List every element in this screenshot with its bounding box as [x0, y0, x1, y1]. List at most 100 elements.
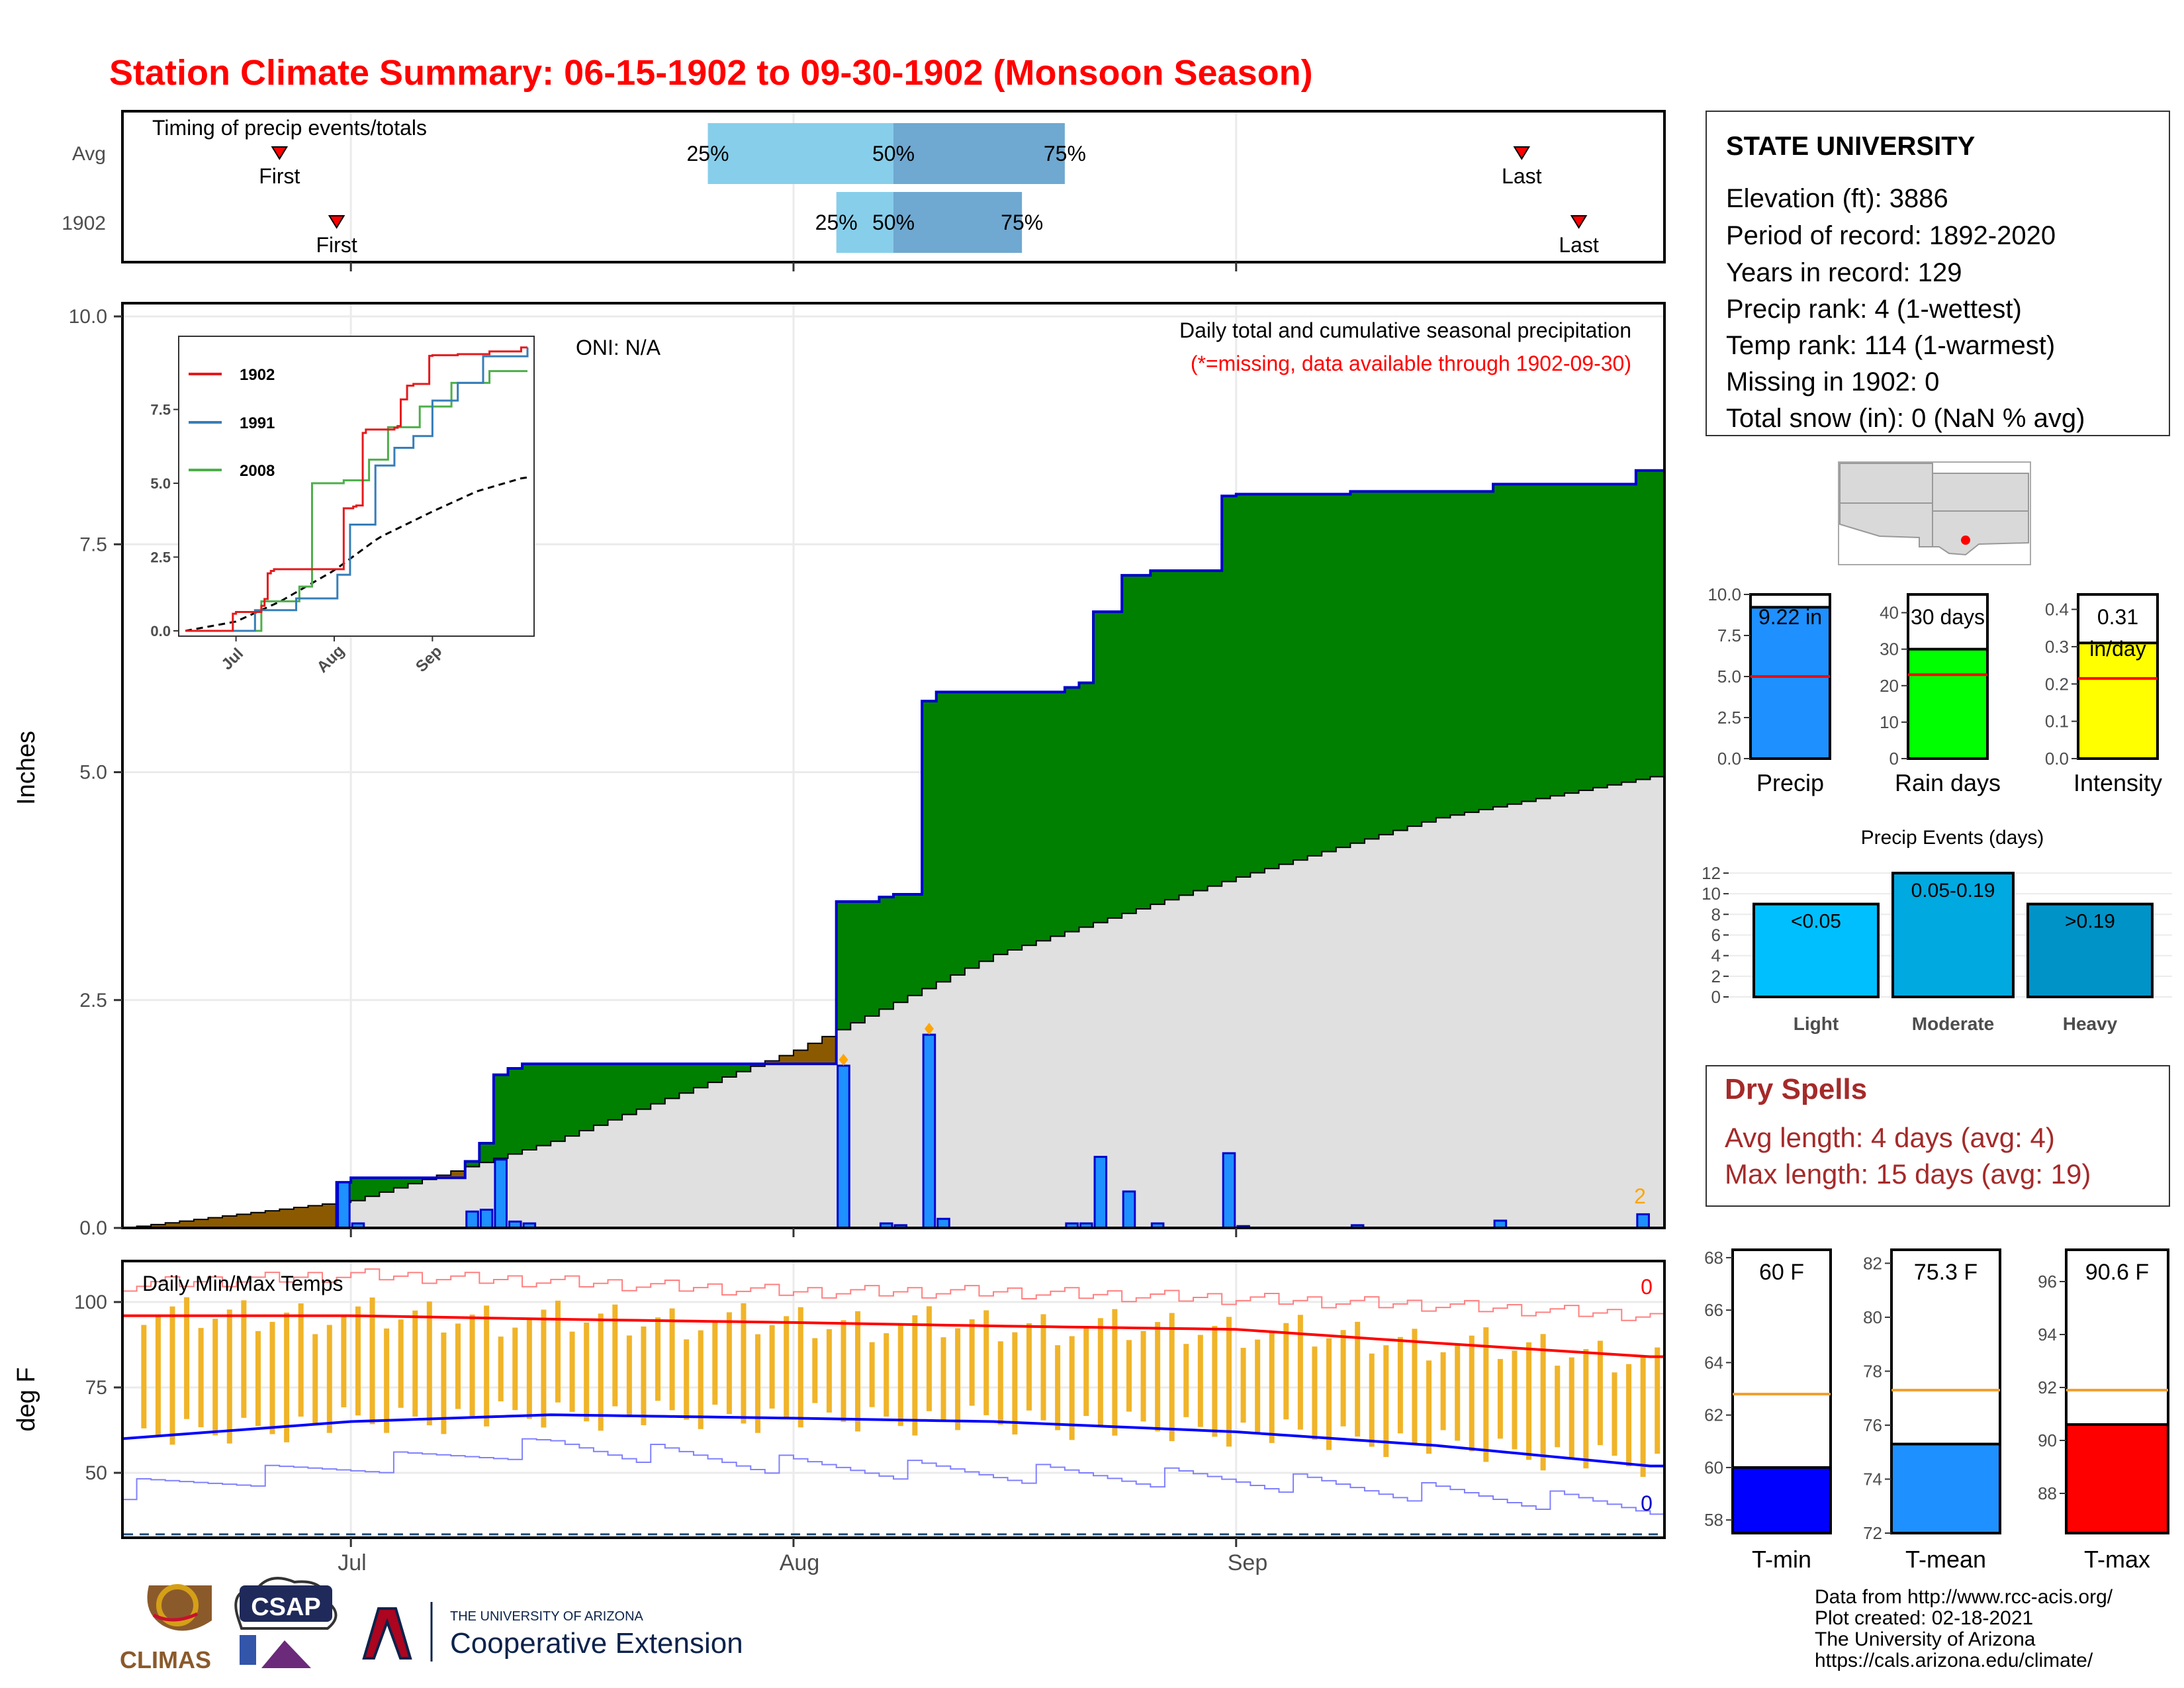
daily-precip-bar — [1636, 1213, 1650, 1229]
timing-pct-label: 50% — [872, 211, 915, 234]
precip-ylabel: Inches — [13, 731, 40, 805]
surplus-segment — [1479, 491, 1494, 810]
daily-temp-bar — [1326, 1338, 1332, 1450]
temp-bars-group: 60 F 58 60 62 64 66 68 T-min 75.3 F 72 74 76 78 80 82 T… — [1704, 1248, 2169, 1573]
surplus-segment — [508, 1068, 523, 1154]
temp-bar-label: T-min — [1752, 1546, 1811, 1573]
deficit-segment — [236, 1214, 251, 1228]
precip-ytick-label: 10.0 — [69, 306, 107, 328]
surplus-segment — [479, 1143, 494, 1163]
deficit-segment — [322, 1203, 338, 1228]
surplus-segment — [1493, 484, 1508, 807]
daily-temp-bar — [1069, 1336, 1075, 1440]
surplus-segment — [493, 1074, 509, 1158]
surplus-segment — [1093, 612, 1109, 923]
season-bar-value: 0.31 — [2097, 605, 2138, 629]
daily-temp-bar — [1397, 1336, 1403, 1434]
daily-temp-bar — [1140, 1331, 1146, 1422]
precip-ytick-label: 2.5 — [79, 990, 107, 1011]
surplus-segment — [1007, 692, 1023, 951]
station-line-missing: Missing in 1902: 0 — [1726, 367, 1939, 397]
surplus-segment — [1522, 484, 1537, 802]
surplus-segment — [993, 692, 1009, 955]
season-bar-ytick-label: 0.0 — [1717, 749, 1741, 769]
daily-temp-bar — [1583, 1348, 1589, 1469]
temp-bar-ytick-label: 76 — [1863, 1415, 1882, 1435]
surplus-segment — [1393, 491, 1408, 831]
surplus-segment — [850, 902, 866, 1023]
daily-temp-bar — [712, 1321, 718, 1405]
surplus-segment — [365, 1178, 380, 1197]
events-category-label: Heavy — [2063, 1013, 2118, 1034]
precip-edge-count: 2 — [1634, 1184, 1646, 1208]
daily-temp-bar — [1297, 1315, 1303, 1430]
season-bar-ytick-label: 10.0 — [1707, 585, 1741, 604]
temp-bar-ytick-label: 82 — [1863, 1253, 1882, 1273]
daily-precip-bar — [936, 1217, 950, 1229]
surplus-segment — [1435, 491, 1451, 818]
daily-temp-bar — [1112, 1309, 1118, 1436]
events-bar-label: >0.19 — [2065, 911, 2115, 933]
daily-temp-bar — [555, 1300, 561, 1403]
surplus-segment — [936, 692, 951, 982]
page-title: Station Climate Summary: 06-15-1902 to 0… — [109, 53, 1313, 93]
surplus-segment — [1621, 484, 1637, 782]
daily-temp-bar — [198, 1328, 204, 1427]
surplus-segment — [1422, 491, 1437, 822]
temp-bar-1 — [1890, 1442, 2001, 1534]
footer-line-1: Data from http://www.rcc-acis.org/ — [1815, 1586, 2113, 1608]
temp-bar-label: T-mean — [1905, 1546, 1986, 1573]
deficit-segment — [822, 1036, 837, 1064]
station-line-years: Years in record: 129 — [1726, 258, 1962, 287]
surplus-segment — [1136, 575, 1151, 910]
daily-temp-bar — [455, 1323, 461, 1409]
surplus-segment — [465, 1161, 480, 1167]
surplus-segment — [522, 1064, 537, 1150]
inset-avg-line — [185, 476, 528, 632]
surplus-segment — [608, 1064, 623, 1120]
daily-temp-bar — [669, 1308, 675, 1411]
daily-temp-bar — [469, 1314, 475, 1418]
daily-temp-bar — [512, 1327, 518, 1411]
surplus-segment — [1022, 692, 1037, 946]
season-bar-ytick-label: 5.0 — [1717, 667, 1741, 686]
daily-temp-bar — [426, 1301, 432, 1426]
surplus-segment — [664, 1064, 680, 1099]
deficit-segment — [764, 1060, 780, 1064]
events-bar-label: 0.05-0.19 — [1911, 880, 1995, 902]
surplus-segment — [1307, 494, 1322, 856]
temp-ytick-label: 100 — [74, 1291, 107, 1313]
daily-temp-bar — [612, 1304, 618, 1407]
surplus-segment — [565, 1064, 580, 1137]
station-info-box: STATE UNIVERSITY Elevation (ft): 3886 Pe… — [1706, 111, 2170, 436]
daily-temp-bar — [1440, 1352, 1446, 1430]
temp-bar-value: 90.6 F — [2085, 1260, 2149, 1285]
footer-line-4: https://cals.arizona.edu/climate/ — [1815, 1650, 2093, 1671]
station-line-temp-rank: Temp rank: 114 (1-warmest) — [1726, 331, 2055, 360]
daily-temp-bar — [641, 1326, 647, 1425]
surplus-segment — [1122, 575, 1137, 914]
season-bar-ytick-label: 0.0 — [2045, 749, 2069, 769]
season-bar-1 — [1907, 647, 1989, 761]
surplus-segment — [1650, 470, 1665, 777]
daily-temp-bar — [1597, 1340, 1603, 1446]
daily-temp-bar — [741, 1303, 747, 1424]
surplus-segment — [679, 1064, 694, 1094]
university-logo: THE UNIVERSITY OF ARIZONA Cooperative Ex… — [362, 1602, 743, 1662]
season-bar-value-unit: in/day — [2089, 637, 2146, 661]
temp-bar-ytick-label: 88 — [2038, 1483, 2057, 1503]
station-line-elevation: Elevation (ft): 3886 — [1726, 184, 1948, 213]
season-bar-ytick-label: 7.5 — [1717, 626, 1741, 645]
surplus-segment — [1507, 484, 1522, 804]
temp-bar-ytick-label: 74 — [1863, 1469, 1882, 1489]
deficit-segment — [222, 1215, 238, 1228]
surplus-segment — [1464, 491, 1480, 813]
temp-bottom-count: 0 — [1641, 1491, 1653, 1515]
season-bar-ytick-label: 0 — [1889, 749, 1899, 769]
daily-temp-bar — [1540, 1334, 1546, 1471]
surplus-segment — [736, 1064, 751, 1072]
daily-temp-bar — [841, 1320, 846, 1423]
daily-temp-bar — [298, 1303, 304, 1417]
daily-temp-bar — [1312, 1346, 1318, 1440]
precip-panel: 0.0 2.5 5.0 7.5 10.0 Inches ONI: N/A Daily t… — [13, 302, 1666, 1239]
